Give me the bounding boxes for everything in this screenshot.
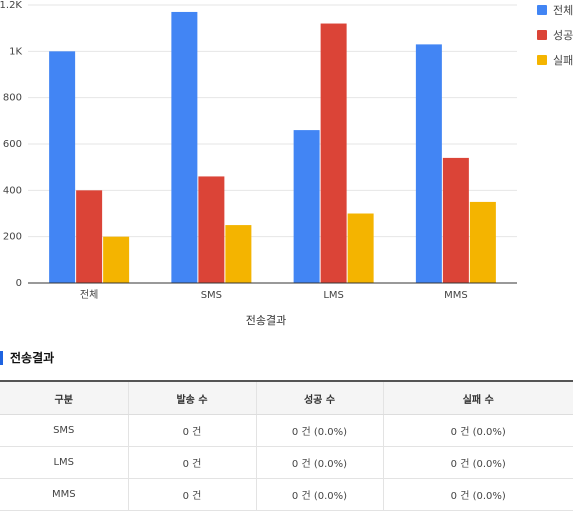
y-tick-label: 1.2K bbox=[0, 0, 22, 11]
legend-label: 전체 bbox=[553, 4, 573, 17]
bar bbox=[103, 236, 130, 283]
bar bbox=[76, 190, 103, 283]
y-tick-label: 1K bbox=[9, 46, 22, 57]
bar bbox=[320, 23, 347, 284]
cell-category: MMS bbox=[0, 478, 129, 511]
y-axis-ticks: 0 200 400 600 800 1K 1.2K bbox=[0, 0, 22, 289]
legend-swatch bbox=[537, 55, 547, 65]
cell-fail: 0 건 (0.0%) bbox=[383, 478, 573, 511]
cell-success: 0 건 (0.0%) bbox=[256, 478, 384, 511]
x-axis-ticks: 전체 SMS LMS MMS bbox=[80, 289, 468, 301]
chart-bars bbox=[49, 11, 496, 284]
section-title: 전송결과 bbox=[0, 351, 54, 365]
table-row: LMS 0 건 0 건 (0.0%) 0 건 (0.0%) bbox=[0, 446, 573, 479]
cell-fail: 0 건 (0.0%) bbox=[383, 414, 573, 447]
x-tick-label: LMS bbox=[323, 290, 344, 301]
cell-category: LMS bbox=[0, 446, 129, 479]
table-header-row: 구분 발송 수 성공 수 실패 수 bbox=[0, 380, 573, 415]
y-tick-label: 200 bbox=[3, 232, 22, 243]
legend-label: 실패 bbox=[553, 54, 573, 67]
legend-label: 성공 bbox=[553, 29, 573, 42]
table-row: SMS 0 건 0 건 (0.0%) 0 건 (0.0%) bbox=[0, 414, 573, 447]
y-tick-label: 800 bbox=[3, 93, 22, 104]
cell-fail: 0 건 (0.0%) bbox=[383, 446, 573, 479]
legend-swatch bbox=[537, 30, 547, 40]
header-category: 구분 bbox=[0, 380, 129, 415]
cell-sent: 0 건 bbox=[128, 446, 257, 479]
bar-chart: 0 200 400 600 800 1K 1.2K 전체 SMS LMS MMS 전송결과 전체 성… bbox=[0, 0, 573, 327]
bar bbox=[225, 225, 252, 283]
x-tick-label: SMS bbox=[201, 290, 222, 301]
bar bbox=[198, 176, 225, 283]
header-sent-count: 발송 수 bbox=[128, 380, 257, 415]
bar bbox=[442, 157, 469, 283]
bar bbox=[171, 11, 198, 283]
bar bbox=[49, 51, 76, 284]
bar bbox=[347, 213, 374, 283]
header-success-count: 성공 수 bbox=[256, 380, 384, 415]
header-fail-count: 실패 수 bbox=[383, 380, 573, 415]
table-row: MMS 0 건 0 건 (0.0%) 0 건 (0.0%) bbox=[0, 478, 573, 511]
cell-success: 0 건 (0.0%) bbox=[256, 446, 384, 479]
cell-success: 0 건 (0.0%) bbox=[256, 414, 384, 447]
bar bbox=[469, 201, 496, 283]
result-table: 구분 발송 수 성공 수 실패 수 SMS 0 건 0 건 (0.0%) 0 건… bbox=[0, 380, 573, 511]
y-tick-label: 600 bbox=[3, 139, 22, 150]
bar bbox=[293, 130, 320, 283]
legend-swatch bbox=[537, 5, 547, 15]
y-tick-label: 400 bbox=[3, 185, 22, 196]
x-axis-title: 전송결과 bbox=[246, 314, 286, 327]
cell-sent: 0 건 bbox=[128, 478, 257, 511]
y-tick-label: 0 bbox=[16, 278, 22, 289]
bar bbox=[415, 44, 442, 284]
cell-category: SMS bbox=[0, 414, 129, 447]
cell-sent: 0 건 bbox=[128, 414, 257, 447]
x-tick-label: 전체 bbox=[80, 289, 98, 301]
x-tick-label: MMS bbox=[444, 290, 468, 301]
